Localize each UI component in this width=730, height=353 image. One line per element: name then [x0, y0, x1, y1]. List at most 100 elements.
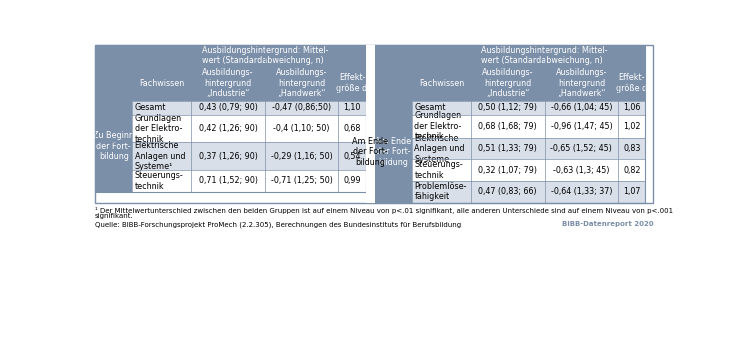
Text: Steuerungs-
technik: Steuerungs- technik	[134, 171, 183, 191]
Bar	[132, 143, 191, 170]
Bar	[339, 101, 366, 115]
Bar	[471, 115, 545, 138]
Text: 1,06: 1,06	[623, 103, 640, 112]
Bar	[339, 143, 366, 170]
Text: Grundlagen
der Elektro-
technik: Grundlagen der Elektro- technik	[415, 112, 462, 141]
Text: 0,83: 0,83	[623, 144, 640, 153]
Text: -0,4 (1,10; 50): -0,4 (1,10; 50)	[274, 124, 330, 133]
Text: 1,02: 1,02	[623, 122, 640, 131]
Text: Fachwissen: Fachwissen	[419, 79, 464, 88]
Bar	[95, 115, 132, 143]
Text: Ausbildungshintergrund: Mittel-
wert (Standardabweichung, n): Ausbildungshintergrund: Mittel- wert (St…	[201, 46, 328, 65]
Bar	[545, 101, 618, 115]
Text: 0,42 (1,26; 90): 0,42 (1,26; 90)	[199, 124, 258, 133]
Text: 0,47 (0,83; 66): 0,47 (0,83; 66)	[478, 187, 537, 196]
Bar	[375, 160, 412, 181]
Bar	[618, 46, 645, 101]
Bar	[545, 181, 618, 203]
Text: Gesamt: Gesamt	[415, 103, 446, 112]
Text: 0,32 (1,07; 79): 0,32 (1,07; 79)	[478, 166, 537, 175]
Bar	[471, 138, 545, 160]
Bar	[412, 46, 471, 101]
Bar	[191, 170, 265, 192]
Bar	[471, 160, 545, 181]
Bar	[95, 46, 366, 192]
Bar	[132, 46, 191, 101]
Bar	[618, 160, 645, 181]
Bar	[471, 101, 545, 115]
Bar	[95, 170, 132, 192]
Bar	[132, 115, 191, 143]
Text: -0,64 (1,33; 37): -0,64 (1,33; 37)	[550, 187, 612, 196]
Bar	[95, 101, 132, 115]
Bar	[132, 101, 191, 115]
Text: Ausbildungs-
hintergrund
„Industrie“: Ausbildungs- hintergrund „Industrie“	[202, 68, 254, 98]
Bar	[545, 65, 618, 101]
Text: signifikant.: signifikant.	[95, 213, 134, 219]
Bar	[191, 143, 265, 170]
Bar	[412, 115, 471, 138]
Bar	[412, 160, 471, 181]
Text: 0,99: 0,99	[343, 176, 361, 185]
Text: Am Ende
der Fort-
bildung: Am Ende der Fort- bildung	[375, 137, 412, 167]
Bar	[618, 138, 645, 160]
Bar	[95, 143, 132, 170]
Bar	[265, 115, 339, 143]
Bar	[375, 46, 645, 203]
Bar	[132, 170, 191, 192]
Bar	[412, 138, 471, 160]
Bar	[618, 181, 645, 203]
Bar	[545, 115, 618, 138]
Bar	[375, 138, 412, 160]
Bar	[618, 101, 645, 115]
Text: Am Ende
der Fort-
bildung: Am Ende der Fort- bildung	[352, 137, 388, 167]
Bar	[366, 46, 375, 203]
Text: -0,47 (0,86;50): -0,47 (0,86;50)	[272, 103, 331, 112]
Bar	[339, 115, 366, 143]
Text: 1,10: 1,10	[343, 103, 361, 112]
Bar	[412, 101, 471, 115]
Text: Effekt-
größe d: Effekt- größe d	[337, 73, 368, 93]
Text: Ausbildungshintergrund: Mittel-
wert (Standardabweichung, n): Ausbildungshintergrund: Mittel- wert (St…	[481, 46, 608, 65]
Text: 0,51 (1,33; 79): 0,51 (1,33; 79)	[478, 144, 537, 153]
Text: Grundlagen
der Elektro-
technik: Grundlagen der Elektro- technik	[134, 114, 182, 144]
Text: -0,63 (1,3; 45): -0,63 (1,3; 45)	[553, 166, 610, 175]
Text: 0,43 (0,79; 90): 0,43 (0,79; 90)	[199, 103, 258, 112]
Bar	[95, 46, 132, 101]
Text: 0,37 (1,26; 90): 0,37 (1,26; 90)	[199, 152, 258, 161]
Text: 0,68: 0,68	[343, 124, 361, 133]
Bar	[618, 115, 645, 138]
Text: -0,71 (1,25; 50): -0,71 (1,25; 50)	[271, 176, 333, 185]
Text: Ausbildungs-
hintergrund
„Industrie“: Ausbildungs- hintergrund „Industrie“	[482, 68, 534, 98]
Bar	[375, 101, 412, 115]
Bar	[545, 160, 618, 181]
Text: Ausbildungs-
hintergrund
„Handwerk“: Ausbildungs- hintergrund „Handwerk“	[276, 68, 328, 98]
Bar	[339, 46, 366, 101]
Text: Elektrische
Anlagen und
Systeme¹: Elektrische Anlagen und Systeme¹	[134, 142, 185, 171]
Bar	[339, 170, 366, 192]
Text: -0,65 (1,52; 45): -0,65 (1,52; 45)	[550, 144, 612, 153]
Text: -0,66 (1,04; 45): -0,66 (1,04; 45)	[550, 103, 612, 112]
Text: ¹ Der Mittelwertunterschied zwischen den beiden Gruppen ist auf einem Niveau von: ¹ Der Mittelwertunterschied zwischen den…	[95, 207, 673, 214]
Bar	[265, 101, 339, 115]
Text: 0,50 (1,12; 79): 0,50 (1,12; 79)	[478, 103, 537, 112]
Text: -0,96 (1,47; 45): -0,96 (1,47; 45)	[550, 122, 612, 131]
Bar	[471, 46, 618, 65]
Text: -0,29 (1,16; 50): -0,29 (1,16; 50)	[271, 152, 333, 161]
Bar	[375, 115, 412, 138]
Bar	[375, 181, 412, 203]
Bar	[375, 46, 412, 101]
Text: Effekt-
größe d: Effekt- größe d	[616, 73, 648, 93]
Bar	[191, 46, 339, 65]
Bar	[265, 143, 339, 170]
Bar	[191, 115, 265, 143]
Text: Elektrische
Anlagen und
Systeme: Elektrische Anlagen und Systeme	[415, 134, 465, 163]
Text: Problemlöse-
fähigkeit: Problemlöse- fähigkeit	[415, 182, 467, 202]
Text: Fachwissen: Fachwissen	[139, 79, 185, 88]
Bar	[191, 65, 265, 101]
Text: 0,82: 0,82	[623, 166, 640, 175]
Bar	[471, 181, 545, 203]
Bar	[95, 46, 653, 203]
Bar	[265, 65, 339, 101]
Bar	[545, 138, 618, 160]
